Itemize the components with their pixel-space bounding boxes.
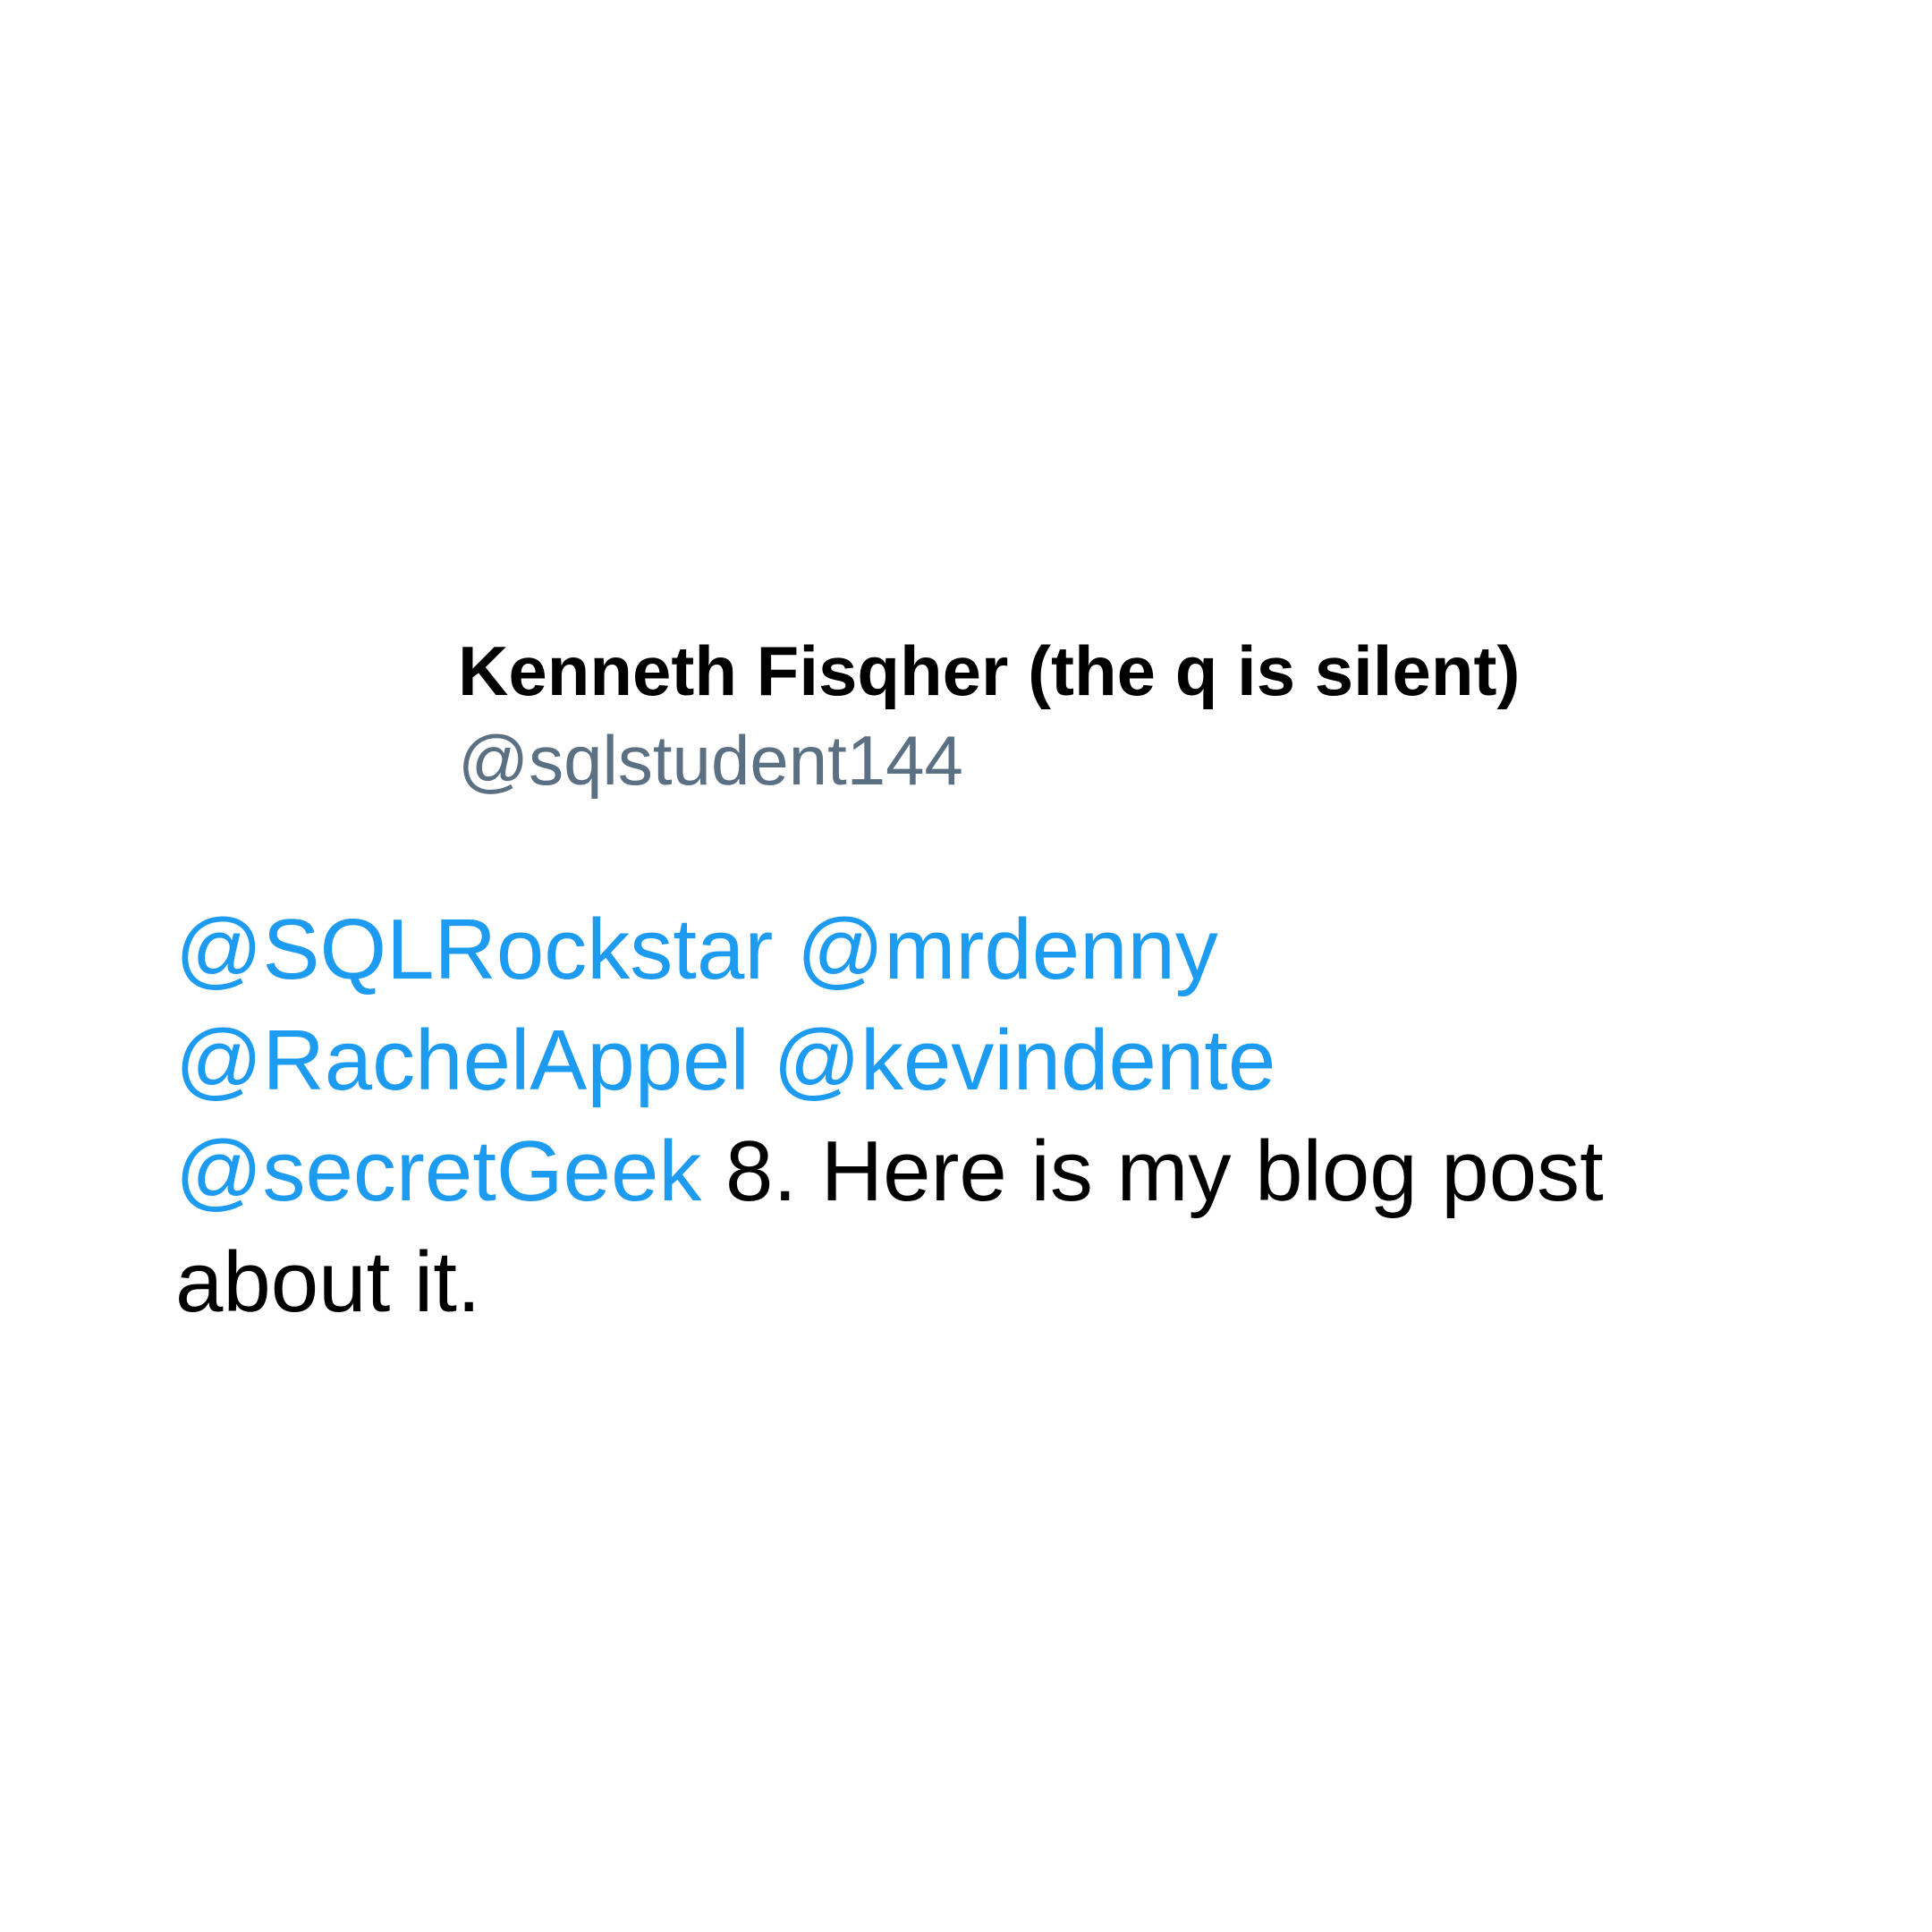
tweet-text: @SQLRockstar @mrdenny @RachelAppel @kevin… (175, 894, 1785, 1338)
tweet-author: Kenneth Fisqher (the q is silent) @sqlst… (458, 626, 1520, 805)
mention-link[interactable]: @mrdenny (796, 902, 1218, 997)
author-display-name[interactable]: Kenneth Fisqher (the q is silent) (458, 631, 1521, 710)
author-handle[interactable]: @sqlstudent144 (458, 721, 963, 800)
mention-link[interactable]: @SQLRockstar (175, 902, 774, 997)
mention-link[interactable]: @RachelAppel (175, 1013, 750, 1108)
mention-link[interactable]: @kevindente (773, 1013, 1276, 1108)
tweet-body-text: 8. Here is my blog post about it. (175, 1123, 1604, 1330)
mention-link[interactable]: @secretGeek (175, 1123, 702, 1219)
